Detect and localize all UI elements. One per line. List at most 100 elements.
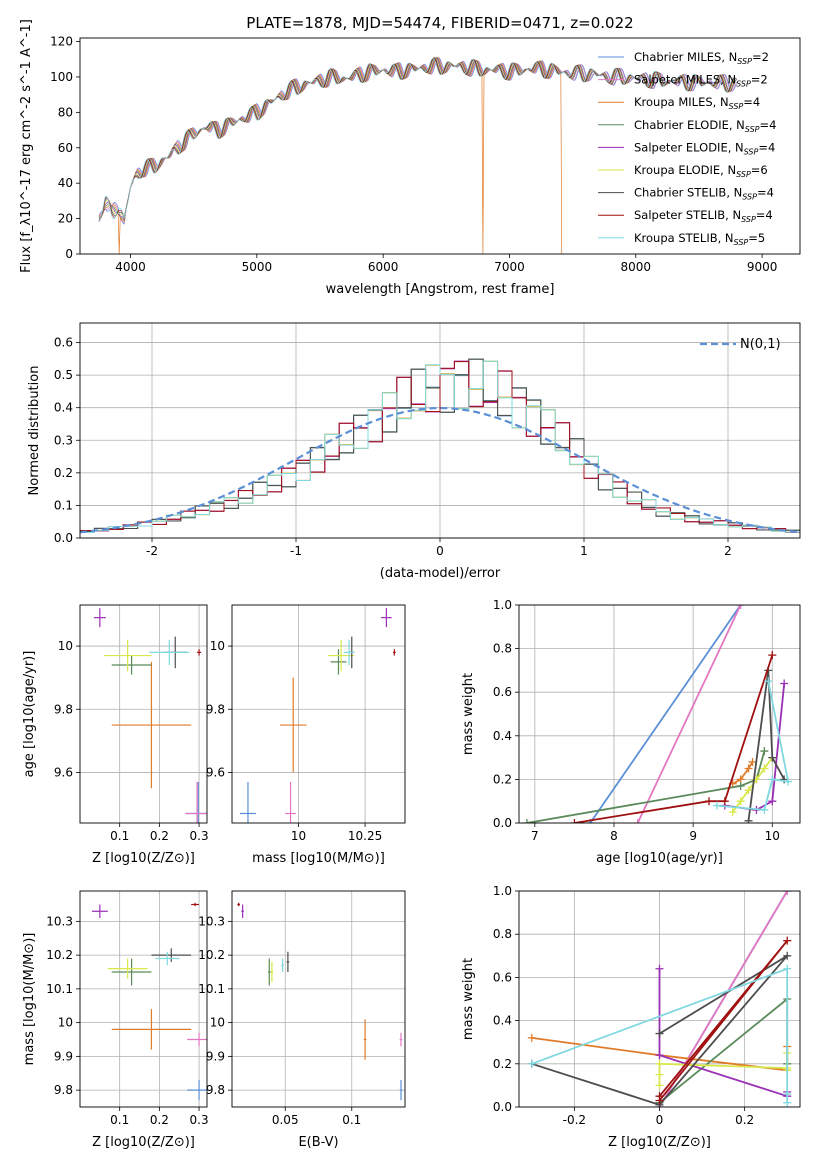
y-tick-label: 0.0: [493, 1100, 512, 1114]
x-tick-label: 10.25: [348, 829, 382, 843]
weight-marker: [728, 808, 737, 817]
residuals-panel: -2 -1 0 1 2 0.0 0.1 0.2 0.3 0.4 0.5 0.6 N(0,1) (data-…: [27, 322, 801, 581]
y-tick-label: 10: [210, 639, 225, 653]
plot-area: [527, 891, 792, 1107]
weight-marker: [783, 1090, 792, 1099]
y-axis-label: Flux [f_λ10^-17 erg cm^-2 s^-1 A^-1]: [19, 19, 34, 273]
weight-marker: [570, 819, 579, 823]
weight-marker: [783, 936, 792, 945]
x-tick-label: 9000: [747, 260, 778, 274]
y-tick-label: 0.2: [54, 466, 73, 480]
legend-entry: Chabrier MILES, NSSP=2: [634, 50, 769, 66]
age-vs-Z-panel: 0.1 0.2 0.3 9.6 9.8 10 Z [log10(Z/Z⊙)] age [log…: [22, 604, 209, 866]
y-tick-label: 100: [50, 70, 73, 84]
plot-area: [80, 358, 800, 534]
y-tick-label: 9.9: [54, 1049, 73, 1063]
weight-marker: [783, 951, 792, 960]
weight-marker: [760, 747, 769, 756]
legend-entry: Salpeter ELODIE, NSSP=4: [634, 140, 775, 156]
weight-line: [724, 683, 786, 811]
x-tick-label: 7: [531, 829, 539, 843]
x-tick-label: 4000: [115, 260, 146, 274]
legend-entry: Salpeter MILES, NSSP=2: [634, 73, 768, 89]
y-tick-label: 0.2: [493, 772, 512, 786]
legend: Chabrier MILES, NSSP=2 Salpeter MILES, NS…: [598, 50, 776, 247]
y-tick-label: 10: [58, 1016, 73, 1030]
y-tick-label: 0.6: [493, 685, 512, 699]
x-tick-label: 6000: [368, 260, 399, 274]
y-tick-label: 0.0: [54, 531, 73, 545]
x-axis-label: Z [log10(Z/Z⊙)]: [92, 1135, 195, 1150]
x-tick-label: 9: [689, 829, 697, 843]
y-tick-label: 0.4: [54, 401, 73, 415]
plot-area: [98, 57, 737, 254]
weight-marker: [736, 797, 745, 806]
weight-marker: [720, 797, 729, 806]
x-axis-label: E(B-V): [298, 1135, 338, 1150]
weight-marker: [736, 605, 745, 609]
y-tick-label: 10.3: [198, 914, 225, 928]
histogram-step: [80, 361, 800, 533]
x-tick-label: 10: [291, 829, 306, 843]
plot-area: [522, 605, 793, 823]
x-tick-label: 0: [436, 544, 444, 558]
weight-marker: [527, 1033, 536, 1042]
weight-marker: [780, 679, 789, 688]
y-axis-label: age [log10(age/yr)]: [22, 651, 37, 778]
weight-marker: [768, 753, 777, 762]
axes-frame: [79, 37, 801, 255]
weight-marker: [655, 1059, 664, 1068]
axes-frame: [518, 604, 801, 824]
y-tick-label: 10: [58, 639, 73, 653]
weight-line: [732, 761, 754, 785]
y-tick-label: 10.2: [198, 948, 225, 962]
x-tick-label: 1: [580, 544, 588, 558]
axes-frame: [79, 322, 801, 539]
y-tick-label: 40: [58, 176, 73, 190]
y-tick-label: 9.6: [54, 765, 73, 779]
weight-marker: [655, 1092, 664, 1101]
histogram-step: [80, 360, 800, 533]
weight-marker: [748, 757, 757, 766]
y-tick-label: 0.5: [54, 368, 73, 382]
weight-marker: [783, 891, 792, 895]
weight-marker: [704, 797, 713, 806]
y-tick-label: 0.4: [493, 1014, 512, 1028]
legend-entry: Chabrier ELODIE, NSSP=4: [634, 118, 776, 134]
y-tick-label: 0.2: [493, 1057, 512, 1071]
x-tick-label: 0.2: [150, 1113, 169, 1127]
x-tick-label: 0.1: [342, 1113, 361, 1127]
plot-area: [239, 608, 396, 823]
y-tick-label: 9.8: [206, 702, 225, 716]
y-tick-label: 9.8: [206, 1083, 225, 1097]
normal-curve: [80, 406, 800, 534]
axes-frame: [231, 890, 406, 1108]
y-tick-label: 10.1: [198, 982, 225, 996]
weight-marker: [768, 775, 777, 784]
x-tick-label: 8000: [621, 260, 652, 274]
x-tick-label: -1: [290, 544, 302, 558]
x-tick-label: -0.2: [563, 1113, 586, 1127]
y-tick-label: 10.2: [46, 948, 73, 962]
weight-line: [574, 654, 774, 823]
y-tick-label: 0.6: [493, 970, 512, 984]
weight-marker: [655, 1029, 664, 1038]
legend-entry: Kroupa ELODIE, NSSP=6: [634, 163, 768, 179]
x-axis-label: mass [log10(M/M⊙)]: [252, 851, 385, 866]
x-axis-label: Z [log10(Z/Z⊙)]: [608, 1135, 711, 1150]
y-tick-label: 10.3: [46, 914, 73, 928]
spectrum-line: [98, 57, 737, 223]
weight-marker: [655, 1081, 664, 1090]
y-tick-label: 0.3: [54, 433, 73, 447]
x-tick-label: 5000: [242, 260, 273, 274]
weight-marker: [783, 1098, 792, 1107]
weight-marker: [633, 819, 642, 823]
y-axis-label: mass weight: [461, 673, 476, 755]
legend-entry: Kroupa STELIB, NSSP=5: [634, 231, 765, 247]
weight-marker: [764, 677, 773, 686]
x-tick-label: 2: [724, 544, 732, 558]
weight-line: [658, 891, 788, 1107]
mass-vs-EBV-panel: 0.05 0.1 9.8 9.9 10 10.1 10.2 10.3 E(B-V): [198, 890, 406, 1150]
y-tick-label: 0.4: [493, 729, 512, 743]
y-tick-label: 0.1: [54, 498, 73, 512]
